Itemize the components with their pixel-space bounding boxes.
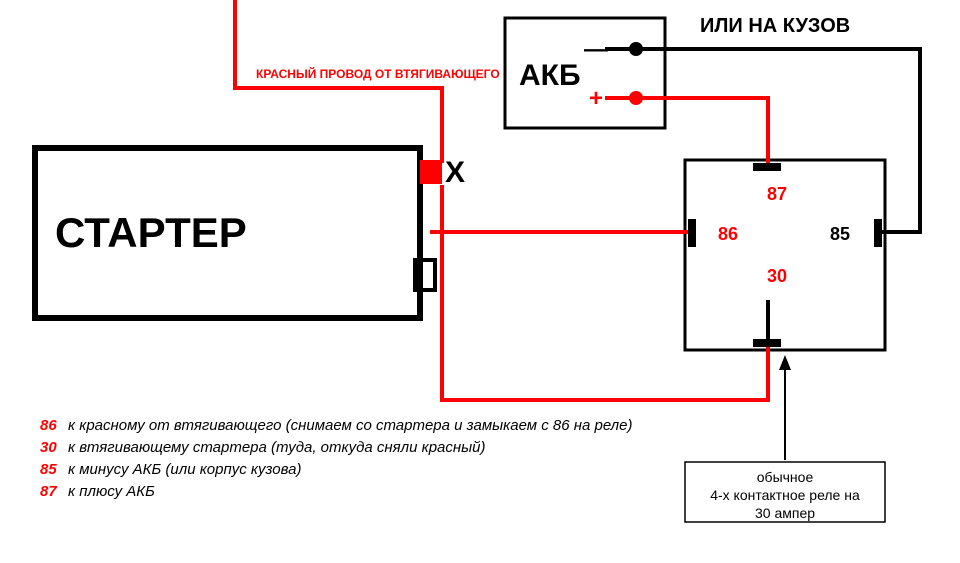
relay-note-l2: 4-х контактное реле на <box>710 487 860 503</box>
legend-txt-85: к минусу АКБ (или корпус кузова) <box>68 461 301 478</box>
relay-pin-86: 86 <box>718 224 738 244</box>
legend-num-86: 86 <box>40 417 57 434</box>
battery-terminal-plus <box>629 91 643 105</box>
relay-terminal-87 <box>753 163 781 171</box>
canvas-bg <box>0 0 960 563</box>
battery-sign-minus: — <box>584 36 608 63</box>
note-body: ИЛИ НА КУЗОВ <box>700 15 850 37</box>
legend-txt-30: к втягивающему стартера (туда, откуда сн… <box>68 439 486 456</box>
relay-note-l3: 30 ампер <box>755 505 815 521</box>
relay-pin-87: 87 <box>767 184 787 204</box>
starter-terminal <box>420 160 442 184</box>
legend-num-87: 87 <box>40 483 57 500</box>
relay-terminal-86 <box>688 219 696 247</box>
relay-terminal-85 <box>874 219 882 247</box>
legend-num-30: 30 <box>40 439 57 456</box>
legend-txt-87: к плюсу АКБ <box>68 483 155 500</box>
note-red-wire: КРАСНЫЙ ПРОВОД ОТ ВТЯГИВАЮЩЕГО <box>256 66 500 81</box>
battery-label: АКБ <box>519 59 581 92</box>
legend-txt-86: к красному от втягивающего (снимаем со с… <box>68 417 632 434</box>
battery-terminal-minus <box>629 42 643 56</box>
cross-mark: X <box>445 156 465 189</box>
relay-pin-30: 30 <box>767 266 787 286</box>
relay-pin-85: 85 <box>830 224 850 244</box>
starter-label: СТАРТЕР <box>55 209 247 256</box>
relay-note-l1: обычное <box>757 469 814 485</box>
battery-sign-plus: + <box>589 85 603 112</box>
legend-num-85: 85 <box>40 461 57 478</box>
